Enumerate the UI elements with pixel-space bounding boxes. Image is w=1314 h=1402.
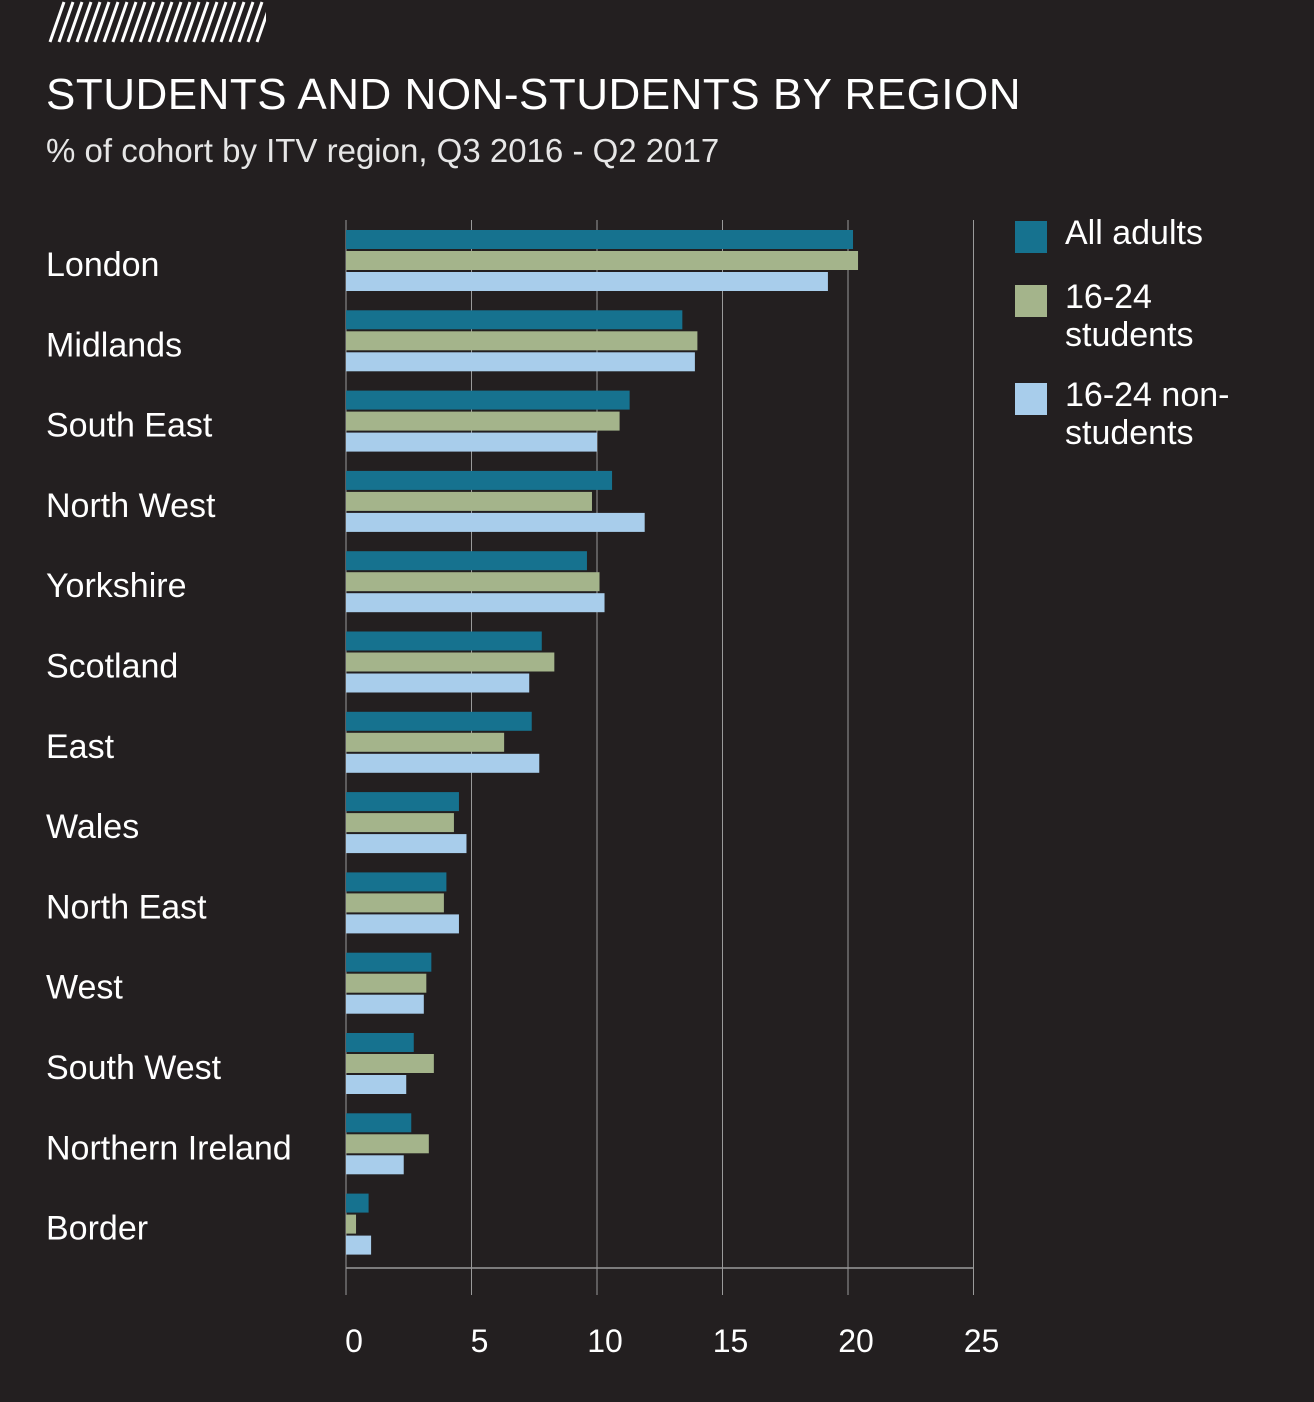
bar-london-students (346, 251, 859, 270)
bar-northern-ireland-all-adults (346, 1113, 412, 1133)
bar-east-non-students (346, 753, 540, 773)
category-labels: London Midlands South East North West Yorksh… (46, 246, 292, 1248)
hatch-stroke (228, 1, 246, 43)
bar-border-all-adults (346, 1193, 369, 1213)
hatch-stroke (93, 1, 111, 43)
bar-south-west-non-students (346, 1075, 407, 1094)
legend-swatch-all-adults (1015, 221, 1047, 253)
bar-south-east-non-students (346, 432, 597, 452)
x-tick-label-10: 10 (587, 1323, 623, 1359)
bar-south-east-students (346, 411, 620, 431)
bar-west-students (346, 973, 427, 993)
hatch-stroke (129, 1, 147, 43)
bar-london-non-students (346, 272, 828, 291)
category-label-west: West (46, 969, 123, 1007)
bar-wales-non-students (346, 834, 467, 854)
bar-scotland-all-adults (346, 631, 542, 651)
bars (346, 230, 859, 1255)
category-label-scotland: Scotland (46, 648, 178, 686)
bar-northern-ireland-students (346, 1134, 429, 1154)
bar-northern-ireland-non-students (346, 1155, 404, 1175)
bar-yorkshire-all-adults (346, 551, 587, 571)
x-axis: 0 5 10 15 20 25 (345, 1267, 1000, 1359)
legend-label-all-adults: All adults (1065, 214, 1203, 252)
bar-yorkshire-students (346, 572, 600, 592)
category-label-yorkshire: Yorkshire (46, 567, 186, 605)
bar-north-east-non-students (346, 914, 459, 934)
bar-wales-students (346, 813, 454, 833)
hatch-stroke (246, 1, 264, 43)
hatch-stroke (111, 1, 129, 43)
hatch-stroke (219, 1, 237, 43)
bar-midlands-students (346, 331, 698, 351)
hatch-stroke (102, 1, 120, 43)
bar-east-students (346, 732, 505, 752)
bar-west-non-students (346, 994, 424, 1014)
hatch-stroke (147, 1, 165, 43)
bar-north-east-students (346, 893, 444, 913)
hatch-stroke (192, 1, 210, 43)
legend-label-non-students: 16-24 non-students (1065, 376, 1230, 452)
category-label-london: London (46, 246, 159, 284)
bar-scotland-non-students (346, 673, 530, 693)
category-label-northern-ireland: Northern Ireland (46, 1129, 292, 1167)
category-label-midlands: Midlands (46, 326, 182, 364)
header-hatch-decoration (48, 1, 266, 43)
bar-west-all-adults (346, 952, 432, 972)
hatch-stroke (120, 1, 138, 43)
hatch-stroke (165, 1, 183, 43)
x-tick-label-25: 25 (964, 1323, 1000, 1359)
bar-north-west-students (346, 491, 592, 511)
category-label-wales: Wales (46, 808, 139, 846)
category-label-east: East (46, 728, 115, 766)
category-label-north-west: North West (46, 487, 216, 525)
bar-north-west-non-students (346, 512, 645, 532)
bar-wales-all-adults (346, 792, 459, 812)
hatch-stroke (57, 1, 75, 43)
category-label-border: Border (46, 1210, 148, 1248)
legend-swatch-students (1015, 285, 1047, 317)
category-label-north-east: North East (46, 888, 207, 926)
chart-title: STUDENTS AND NON-STUDENTS BY REGION (46, 70, 1022, 119)
legend-label-students: 16-24 students (1065, 278, 1194, 354)
bar-south-west-students (346, 1054, 434, 1073)
hatch-stroke (210, 1, 228, 43)
bar-midlands-all-adults (346, 310, 683, 330)
bar-border-non-students (346, 1235, 372, 1255)
hatch-stroke (174, 1, 192, 43)
bar-yorkshire-non-students (346, 593, 605, 613)
bar-border-students (346, 1214, 357, 1234)
hatch-stroke (201, 1, 219, 43)
hatch-stroke (84, 1, 102, 43)
category-label-south-west: South West (46, 1049, 222, 1087)
x-tick-label-0: 0 (345, 1323, 363, 1359)
hatch-stroke (66, 1, 84, 43)
hatch-stroke (255, 11, 266, 43)
bar-south-east-all-adults (346, 390, 630, 410)
bar-london-all-adults (346, 230, 854, 249)
x-tick-label-15: 15 (713, 1323, 749, 1359)
hatch-stroke (183, 1, 201, 43)
bar-midlands-non-students (346, 352, 695, 372)
bar-south-west-all-adults (346, 1033, 414, 1052)
bar-north-east-all-adults (346, 872, 447, 892)
x-tick-label-5: 5 (471, 1323, 489, 1359)
bar-scotland-students (346, 652, 555, 672)
hatch-stroke (138, 1, 156, 43)
x-tick-label-20: 20 (838, 1323, 874, 1359)
legend-swatch-non-students (1015, 383, 1047, 415)
chart-subtitle: % of cohort by ITV region, Q3 2016 - Q2 … (46, 132, 720, 169)
hatch-stroke (48, 1, 66, 43)
bar-east-all-adults (346, 711, 532, 731)
bar-north-west-all-adults (346, 470, 613, 490)
hatch-stroke (237, 1, 255, 43)
category-label-south-east: South East (46, 407, 213, 445)
hatch-stroke (75, 1, 93, 43)
hatch-stroke (156, 1, 174, 43)
